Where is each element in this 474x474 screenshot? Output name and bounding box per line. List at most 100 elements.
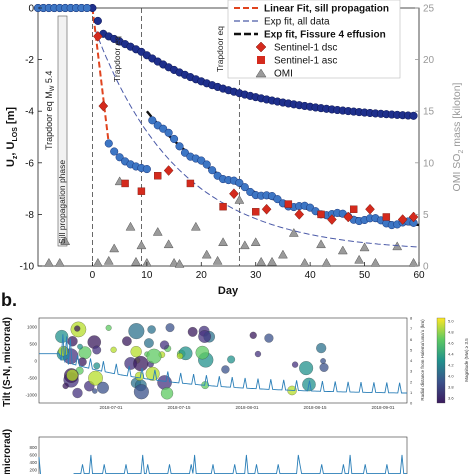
gps-lower-point <box>148 116 157 125</box>
second-ticks: 8006004002000 <box>29 445 37 473</box>
earthquake-bubble <box>128 323 145 340</box>
gps-lower-point <box>202 160 211 169</box>
sentinel-asc-point <box>186 179 195 188</box>
omi-point <box>152 226 163 236</box>
omi-point <box>218 237 228 247</box>
omi-point <box>316 239 326 249</box>
tilt-x-tick-label: 2018-09-01 <box>371 405 395 410</box>
earthquake-bubble <box>254 350 262 358</box>
second-y-tick-label: 200 <box>29 468 37 473</box>
x-tick-label: 50 <box>359 270 371 281</box>
earthquake-bubble <box>292 361 299 368</box>
radial-tick-label: 6 <box>410 337 413 342</box>
omi-point <box>60 236 71 245</box>
omi-point <box>239 240 250 250</box>
tilt-x-tick-label: 2018-08-15 <box>303 405 327 410</box>
x-tick-label: 0 <box>90 270 96 281</box>
colorbar-tick-label: 4.2 <box>448 363 454 368</box>
x-tick-label: 20 <box>196 270 208 281</box>
omi-point <box>163 239 174 249</box>
second-plot-frame <box>38 436 408 474</box>
sentinel-asc-point <box>137 187 146 195</box>
y-tick-label: -4 <box>25 107 34 118</box>
sentinel-asc-point <box>349 205 358 213</box>
earthquake-bubble <box>133 356 149 372</box>
omi-point <box>190 221 201 231</box>
gps-lower-point <box>170 134 179 143</box>
omi-point <box>54 257 65 267</box>
y-tick-label: -2 <box>25 55 34 66</box>
radial-tick-label: 1 <box>410 390 413 395</box>
sentinel-asc-point <box>154 171 162 180</box>
earthquake-bubble <box>105 324 112 331</box>
gps-lower-point <box>273 195 282 204</box>
earthquake-bubble <box>198 330 211 343</box>
earthquake-bubble <box>187 327 198 337</box>
radial-tick-label: 4 <box>410 358 413 363</box>
earthquake-bubble <box>93 362 101 370</box>
colorbar-label: Magnitude (Mw) ≥ 3.5 <box>464 338 469 382</box>
omi-point <box>321 257 332 267</box>
omi-point <box>256 256 267 266</box>
gps-lower-point <box>104 139 113 148</box>
earthquake-bubble <box>320 358 326 364</box>
earthquake-bubble <box>165 323 175 333</box>
earthquake-bubble <box>133 384 149 400</box>
x-axis-label: Day <box>218 285 239 297</box>
sentinel-dsc-point <box>365 203 375 215</box>
earthquake-bubble <box>221 365 230 374</box>
y2-tick-label: 0 <box>423 262 429 273</box>
tilt-y-label: Tilt (S-N, microrad) <box>2 317 13 407</box>
radial-tick-label: 0 <box>410 401 413 406</box>
earthquake-bubble <box>176 352 184 360</box>
y2-axis-label: OMI SO2 mass [kiloton] <box>451 82 465 191</box>
earthquake-bubble <box>145 366 160 381</box>
gps-lower-point <box>235 178 244 187</box>
gps-lower-point <box>240 183 249 192</box>
linear-fit-curve <box>91 7 110 144</box>
radial-distance-label: Radial distance from Halemaʻumaʻu (km) <box>419 319 425 401</box>
sentinel-dsc-point <box>163 165 174 176</box>
omi-point <box>92 257 103 267</box>
colorbar-ticks: 5.0 4.8 4.6 4.4 4.2 4.0 3.8 3.6 <box>448 319 454 401</box>
y2-tick-label: 25 <box>423 4 435 15</box>
earthquake-bubble <box>264 333 274 343</box>
omi-point <box>169 257 179 267</box>
radial-tick-label: 7 <box>410 326 413 331</box>
panel-b: b. 1000 500 0 -500 -1000 2018-07-01 2018-07-15… <box>1 290 469 474</box>
legend-label-linear: Linear Fit, sill propagation <box>264 4 389 15</box>
omi-point <box>337 245 348 255</box>
y-tick-label: -10 <box>20 262 35 273</box>
tilt-y-tick-label: 1000 <box>27 325 38 330</box>
omi-point <box>109 243 120 253</box>
colorbar-tick-label: 4.4 <box>448 352 454 357</box>
omi-series <box>43 176 419 268</box>
earthquake-bubble <box>97 381 109 394</box>
sentinel-asc-point <box>284 200 293 208</box>
colorbar-tick-label: 4.6 <box>448 341 454 346</box>
sentinel-series <box>93 31 419 225</box>
y-tick-label: -8 <box>25 210 34 221</box>
earthquake-bubble <box>144 338 154 348</box>
radial-tick-label: 2 <box>410 379 413 384</box>
gps-lower-point <box>142 165 151 174</box>
gps-lower-point <box>82 3 92 13</box>
omi-point <box>299 257 310 267</box>
tilt-y-tick-label: 500 <box>29 342 37 347</box>
earthquake-bubble <box>227 355 236 364</box>
legend-label-exp-f4: Exp fit, Fissure 4 effusion <box>264 30 386 41</box>
legend-label-omi: OMI <box>274 69 293 80</box>
tilt-y-tick-label: -500 <box>28 376 38 381</box>
sentinel-asc-point <box>121 179 129 188</box>
omi-point <box>201 249 212 259</box>
exp-fit-all-curve <box>94 29 420 248</box>
sentinel-dsc-point <box>327 214 337 225</box>
y2-tick-label: 15 <box>423 107 435 118</box>
sentinel-dsc-point <box>261 203 272 215</box>
gps-lower-point <box>180 148 190 157</box>
tilt-x-tick-label: 2018-07-15 <box>167 405 191 410</box>
radial-tick-label: 8 <box>410 316 413 321</box>
gps-lower-point <box>197 156 206 165</box>
